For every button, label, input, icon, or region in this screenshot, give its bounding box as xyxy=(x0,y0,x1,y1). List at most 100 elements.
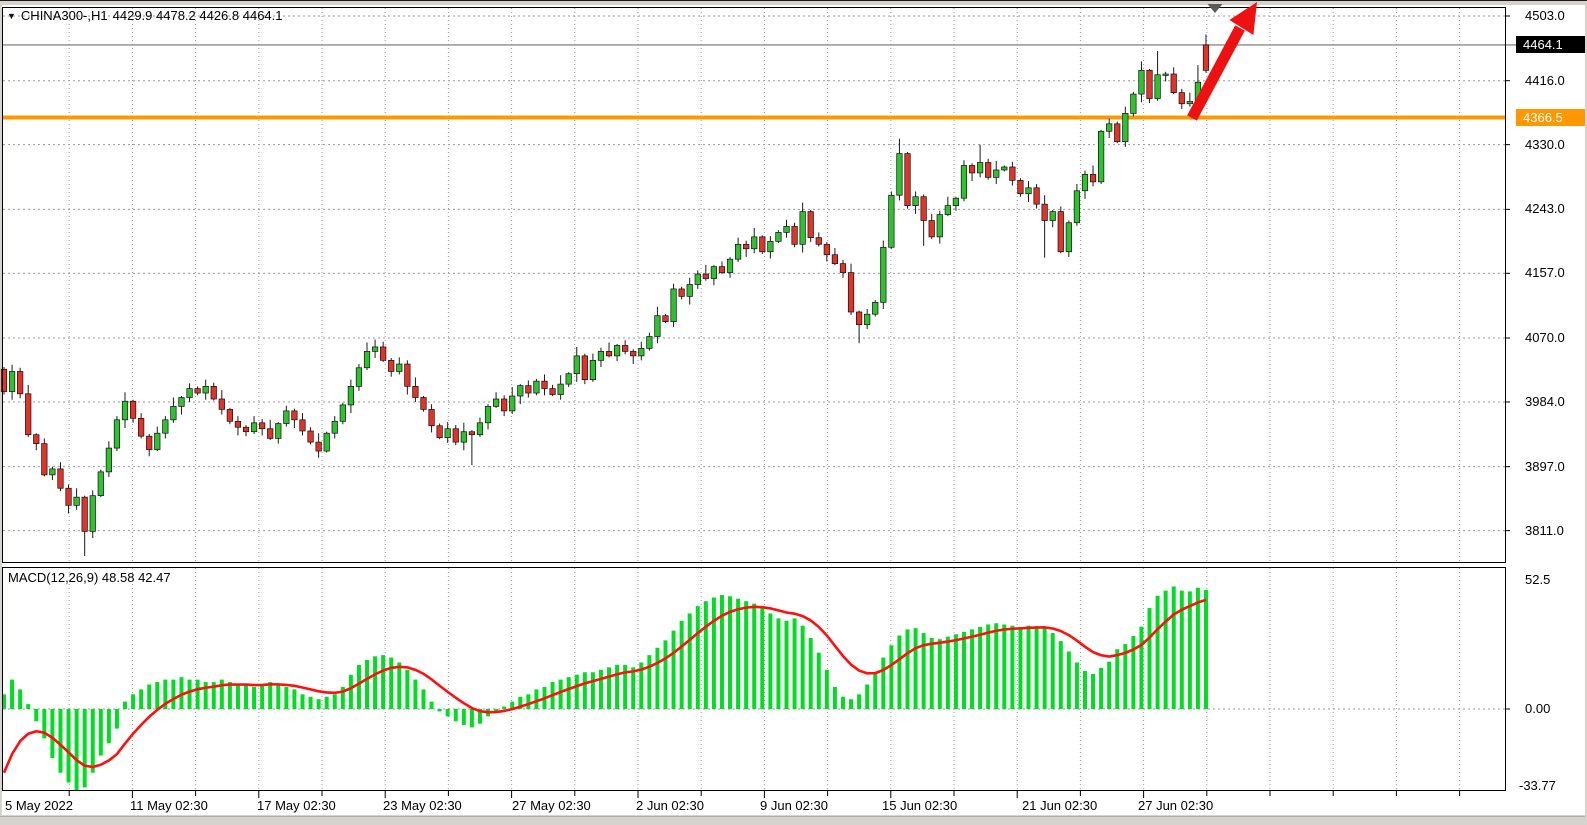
macd-bar xyxy=(155,682,160,709)
candle xyxy=(259,422,266,430)
candle xyxy=(734,243,742,260)
candle xyxy=(1065,222,1072,253)
candle xyxy=(0,368,8,392)
trend-arrow-head[interactable] xyxy=(1229,2,1257,35)
macd-bar xyxy=(558,679,563,709)
candle xyxy=(380,346,387,361)
candle xyxy=(1202,44,1210,71)
candle xyxy=(1041,203,1048,221)
macd-bar xyxy=(978,626,983,709)
time-axis-label: 9 Jun 02:30 xyxy=(760,798,828,813)
candle xyxy=(1130,93,1137,114)
candle xyxy=(1089,174,1097,183)
candle xyxy=(347,386,354,406)
candle xyxy=(138,417,145,437)
price-axis-label: 3811.0 xyxy=(1525,522,1564,538)
candle xyxy=(452,428,459,443)
macd-bar xyxy=(768,613,773,709)
macd-bar xyxy=(1163,590,1168,709)
macd-bar xyxy=(889,645,894,709)
macd-bar xyxy=(719,595,724,709)
macd-bar xyxy=(18,689,23,709)
macd-bar xyxy=(913,628,918,709)
candle xyxy=(8,371,16,392)
macd-bar xyxy=(260,684,265,709)
candle xyxy=(41,443,48,476)
candle xyxy=(250,422,258,433)
candle xyxy=(242,426,250,433)
candle xyxy=(1154,74,1161,99)
candle xyxy=(1138,69,1145,95)
candle xyxy=(1146,69,1153,99)
candle xyxy=(1098,130,1105,183)
candle xyxy=(162,419,169,434)
macd-bar xyxy=(58,709,63,773)
macd-bar xyxy=(477,709,482,724)
macd-bar xyxy=(1066,651,1071,709)
macd-bar xyxy=(1099,667,1104,709)
macd-bar xyxy=(340,686,345,709)
macd-bar xyxy=(760,608,765,709)
time-axis-label: 15 Jun 02:30 xyxy=(882,798,958,813)
macd-bar xyxy=(1018,626,1023,709)
macd-bar xyxy=(582,672,587,709)
macd-bar xyxy=(1123,644,1128,709)
macd-bar xyxy=(82,709,87,788)
candle xyxy=(654,315,661,337)
price-axis-label: 4070.0 xyxy=(1525,330,1565,345)
macd-bar xyxy=(50,709,55,758)
macd-bar xyxy=(526,694,531,709)
macd-bar xyxy=(639,662,644,709)
macd-bar xyxy=(752,603,757,709)
macd-bar xyxy=(865,684,870,709)
macd-bar xyxy=(1107,661,1112,709)
time-axis[interactable]: 5 May 2022 11 May 02:30 17 May 02:30 23 May… xyxy=(0,792,1505,816)
macd-bar xyxy=(607,667,612,709)
macd-bar xyxy=(736,598,741,709)
candle xyxy=(1186,101,1193,105)
candle xyxy=(565,373,572,385)
macd-bar xyxy=(1195,587,1200,709)
candle xyxy=(420,397,427,410)
macd-histogram xyxy=(2,586,1208,790)
macd-bar xyxy=(1026,625,1031,709)
price-axis[interactable]: 4464.1 4366.5 4503.0 4416.0 4330.0 4243.0 41… xyxy=(1505,1,1587,816)
macd-bar xyxy=(171,679,176,709)
macd-bar xyxy=(776,618,781,709)
macd-signal-line xyxy=(2,598,1207,774)
macd-panel-border xyxy=(2,567,1506,791)
candle xyxy=(694,273,701,285)
candle xyxy=(468,431,475,436)
macd-bar xyxy=(300,694,305,709)
candles-layer xyxy=(0,34,1210,556)
candle xyxy=(759,236,766,253)
macd-bar xyxy=(1139,626,1144,709)
candle xyxy=(1049,211,1056,221)
macd-bar xyxy=(655,647,660,709)
candle xyxy=(678,288,685,297)
candle xyxy=(775,232,782,242)
candle xyxy=(396,363,403,372)
candle xyxy=(412,386,419,398)
macd-bar xyxy=(123,701,128,709)
candle xyxy=(751,236,758,250)
candle xyxy=(1033,187,1040,205)
candle xyxy=(541,380,548,389)
macd-bar xyxy=(1082,671,1087,709)
candle xyxy=(831,254,839,264)
candle xyxy=(388,359,395,372)
macd-bar xyxy=(566,677,571,709)
price-axis-label: 3897.0 xyxy=(1525,458,1565,474)
macd-bar xyxy=(784,620,789,709)
candle xyxy=(783,226,790,233)
macd-bar xyxy=(840,696,845,709)
trend-arrow-shaft[interactable] xyxy=(1187,25,1245,121)
collapse-chart-icon[interactable]: ▼ xyxy=(7,10,16,21)
macd-bar xyxy=(695,606,700,709)
chart-shift-marker-icon[interactable] xyxy=(1207,4,1223,13)
candle xyxy=(113,419,121,449)
macd-bar xyxy=(1034,626,1039,709)
macd-axis-label: 52.5 xyxy=(1525,572,1551,588)
candle xyxy=(968,165,976,174)
